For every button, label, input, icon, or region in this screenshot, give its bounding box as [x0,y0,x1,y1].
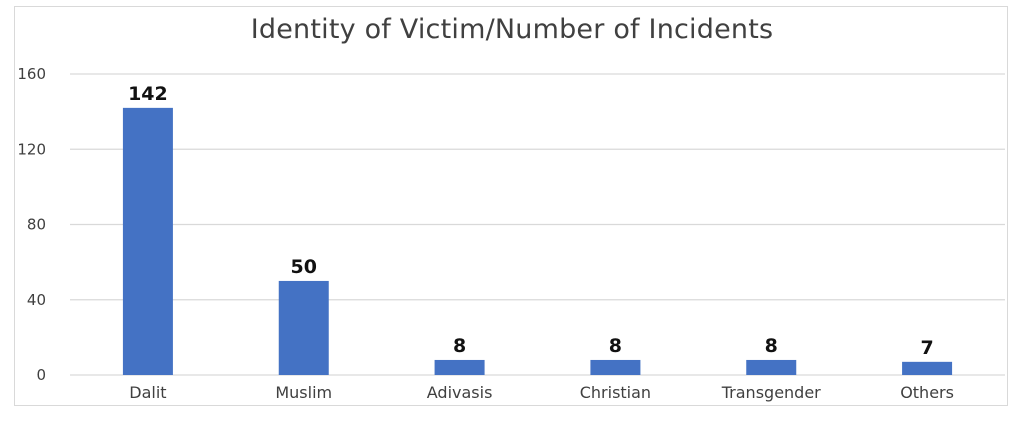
y-tick-label: 120 [17,140,46,158]
y-tick-label: 0 [36,366,46,384]
bar-dalit [122,107,173,376]
category-label: Adivasis [427,383,493,402]
y-axis-ticks: 0 40 80 120 160 [17,65,46,384]
data-labels: 142 50 8 8 8 7 [128,83,934,359]
data-label: 7 [920,337,933,359]
chart-title: Identity of Victim/Number of Incidents [250,14,774,45]
category-label: Transgender [721,383,821,402]
y-tick-label: 160 [17,65,46,83]
bar-christian [590,359,641,375]
bar-transgender [746,359,797,375]
bar-muslim [278,280,329,375]
bars [122,107,953,376]
data-label: 8 [765,335,778,357]
y-tick-label: 40 [27,291,46,309]
category-label: Others [900,383,954,402]
category-label: Dalit [129,383,166,402]
data-label: 142 [128,83,168,105]
category-label: Christian [580,383,651,402]
y-tick-label: 80 [27,216,46,234]
x-axis-categories: Dalit Muslim Adivasis Christian Transgender O… [129,383,954,402]
bar-others [902,361,953,375]
data-label: 8 [453,335,466,357]
chart-frame [14,6,1008,406]
data-label: 8 [609,335,622,357]
data-label: 50 [291,256,317,278]
category-label: Muslim [275,383,332,402]
gridlines [70,73,1005,376]
bar-adivasis [434,359,485,375]
